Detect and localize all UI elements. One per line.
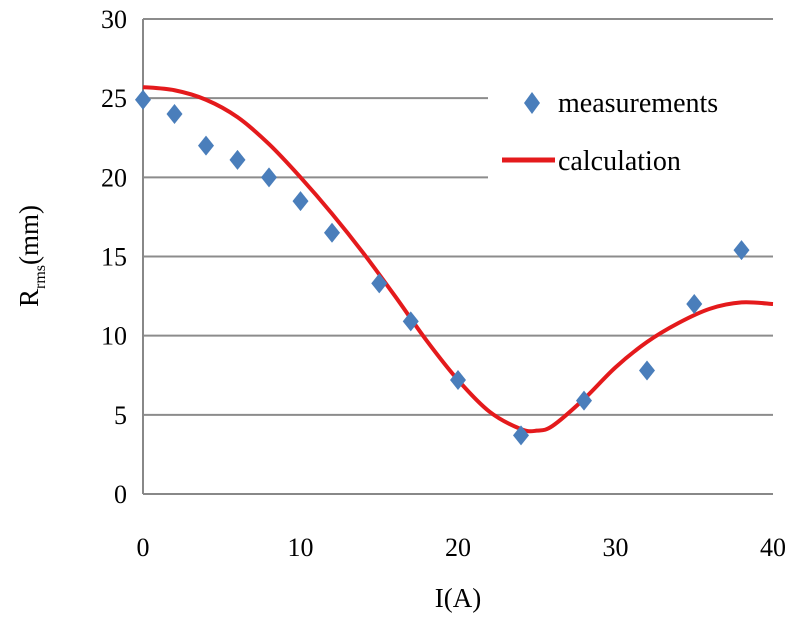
legend-measurements: measurements	[558, 88, 718, 119]
measurement-point	[402, 311, 419, 332]
measurement-point	[371, 273, 388, 294]
x-axis-label: I(A)	[435, 583, 481, 613]
y-tick-label: 30	[101, 5, 127, 34]
legend-background	[488, 75, 788, 185]
y-tick-label: 5	[114, 401, 127, 430]
x-tick-label: 0	[137, 533, 150, 562]
measurement-point	[292, 191, 309, 212]
legend-calculation: calculation	[558, 146, 681, 177]
y-tick-label: 15	[101, 243, 127, 272]
measurement-point	[229, 149, 246, 170]
measurement-point	[324, 222, 340, 243]
tick-labels: 0 5 10 15 20 25 30 0 10 20 30 40	[101, 5, 786, 562]
y-tick-label: 0	[114, 480, 127, 509]
measurement-point	[639, 360, 655, 381]
y-tick-label: 20	[101, 163, 127, 192]
measurement-point	[166, 104, 183, 124]
x-tick-label: 30	[603, 533, 629, 562]
calculation-line	[142, 85, 774, 434]
y-label-unit: (mm)	[14, 205, 44, 265]
x-tick-label: 40	[760, 533, 786, 562]
measurement-point	[513, 425, 529, 446]
y-label-main: R	[14, 289, 44, 307]
measurement-points	[135, 89, 750, 446]
measurement-point	[733, 240, 750, 261]
measurement-point	[135, 89, 151, 110]
measurement-point	[261, 167, 277, 188]
x-tick-label: 10	[288, 533, 314, 562]
legend: measurements calculation	[502, 88, 718, 177]
measurement-point	[686, 294, 703, 314]
measurement-point	[576, 390, 592, 411]
measurement-point	[198, 135, 214, 156]
gridlines	[143, 18, 773, 416]
y-tick-label: 25	[101, 84, 127, 113]
x-tick-label: 20	[445, 533, 471, 562]
y-axis-label: Rrms(mm)	[14, 205, 49, 307]
y-tick-label: 10	[101, 322, 127, 351]
measurement-point	[450, 370, 466, 390]
y-label-sub: rms	[32, 265, 49, 289]
legend-diamond-marker	[524, 92, 540, 114]
